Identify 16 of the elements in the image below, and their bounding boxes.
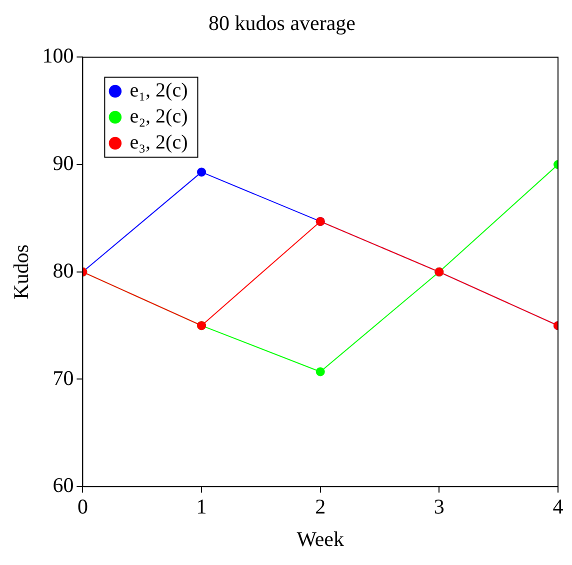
y-tick-label: 90: [52, 151, 74, 176]
y-axis-title: Kudos: [9, 244, 34, 300]
x-tick-label: 4: [552, 494, 564, 519]
y-tick-label: 80: [52, 258, 74, 282]
x-tick-label: 0: [77, 494, 88, 519]
legend-label: e₁, 2(c): [130, 79, 188, 102]
legend-label: e₂, 2(c): [130, 105, 188, 128]
x-tick-label: 2: [315, 494, 326, 519]
x-tick-label: 1: [196, 494, 207, 519]
x-axis-title: Week: [296, 526, 344, 551]
y-tick-label: 60: [52, 473, 74, 498]
y-tick-label: 100: [42, 44, 74, 68]
y-tick-label: 70: [52, 366, 74, 390]
x-tick-label: 3: [434, 494, 444, 519]
legend-label: e₃, 2(c): [130, 131, 188, 154]
chart-title: 80 kudos average: [208, 11, 356, 36]
